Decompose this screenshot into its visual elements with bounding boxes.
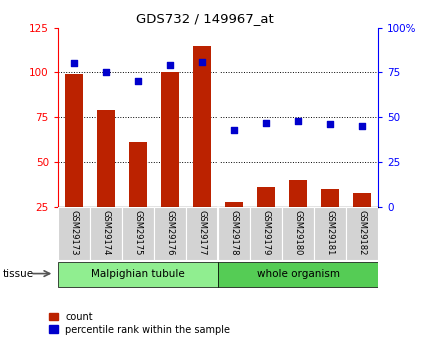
Point bbox=[263, 120, 270, 126]
Bar bbox=[257, 187, 275, 207]
Bar bbox=[193, 46, 211, 207]
Text: GSM29179: GSM29179 bbox=[262, 210, 271, 255]
Point bbox=[102, 70, 109, 75]
Bar bbox=[90, 207, 122, 260]
Text: GDS732 / 149967_at: GDS732 / 149967_at bbox=[136, 12, 274, 25]
Text: GSM29173: GSM29173 bbox=[69, 210, 78, 255]
Bar bbox=[250, 207, 282, 260]
Point bbox=[70, 61, 77, 66]
Bar bbox=[353, 193, 371, 207]
Bar bbox=[58, 262, 218, 287]
Text: GSM29181: GSM29181 bbox=[326, 210, 335, 255]
Point bbox=[327, 122, 334, 127]
Text: GSM29178: GSM29178 bbox=[230, 210, 239, 255]
Text: tissue: tissue bbox=[2, 269, 33, 279]
Point bbox=[359, 124, 366, 129]
Text: GSM29177: GSM29177 bbox=[198, 210, 206, 255]
Point bbox=[166, 62, 174, 68]
Bar bbox=[289, 180, 307, 207]
Bar bbox=[122, 207, 154, 260]
Bar bbox=[321, 189, 339, 207]
Bar bbox=[154, 207, 186, 260]
Bar bbox=[129, 142, 147, 207]
Bar bbox=[65, 74, 83, 207]
Legend: count, percentile rank within the sample: count, percentile rank within the sample bbox=[45, 308, 234, 338]
Text: whole organism: whole organism bbox=[257, 269, 340, 279]
Text: GSM29175: GSM29175 bbox=[134, 210, 142, 255]
Text: Malpighian tubule: Malpighian tubule bbox=[91, 269, 185, 279]
Bar bbox=[314, 207, 346, 260]
Bar bbox=[161, 72, 179, 207]
Bar bbox=[186, 207, 218, 260]
Bar bbox=[282, 207, 314, 260]
Bar bbox=[58, 207, 90, 260]
Bar bbox=[97, 110, 115, 207]
Text: GSM29176: GSM29176 bbox=[166, 210, 174, 255]
Point bbox=[198, 59, 206, 65]
Point bbox=[134, 79, 142, 84]
Bar bbox=[218, 207, 250, 260]
Bar bbox=[225, 201, 243, 207]
Point bbox=[295, 118, 302, 124]
Point bbox=[231, 127, 238, 132]
Bar bbox=[346, 207, 378, 260]
Bar bbox=[218, 262, 378, 287]
Text: GSM29182: GSM29182 bbox=[358, 210, 367, 255]
Text: GSM29180: GSM29180 bbox=[294, 210, 303, 255]
Text: GSM29174: GSM29174 bbox=[101, 210, 110, 255]
